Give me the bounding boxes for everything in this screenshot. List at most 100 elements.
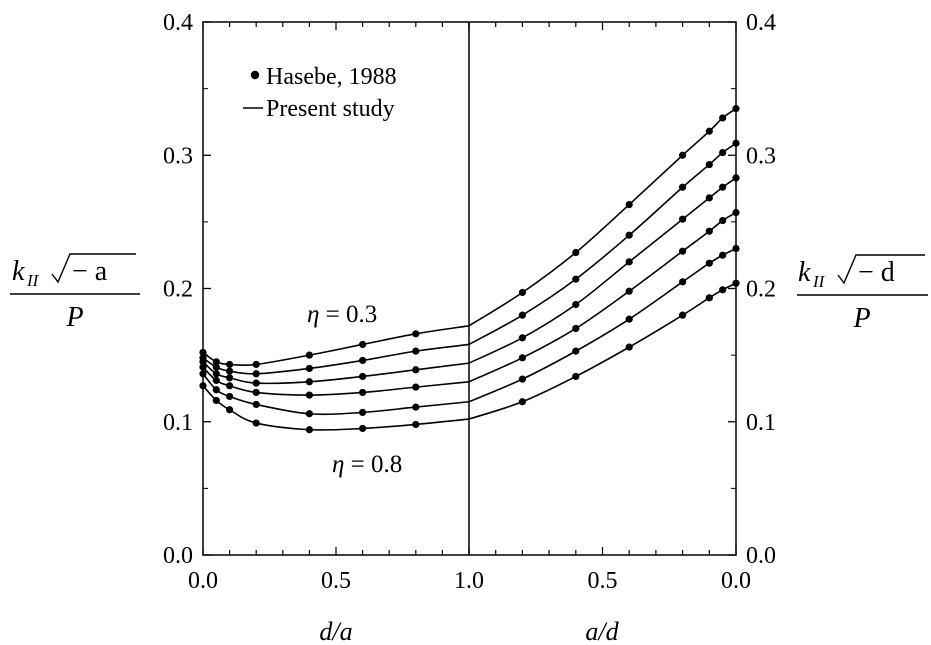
- data-point: [625, 200, 633, 209]
- data-point: [305, 364, 313, 373]
- data-point: [719, 286, 727, 294]
- data-point: [518, 398, 527, 406]
- x-tick-label-left: 0.0: [188, 568, 218, 594]
- x-axis-label-right: a/d: [585, 617, 619, 645]
- data-point: [625, 315, 633, 323]
- series-line-right-4: [468, 247, 737, 403]
- data-point: [705, 194, 713, 202]
- y-tick-label-right: 0.4: [746, 10, 776, 36]
- data-point: [518, 288, 527, 297]
- x-tick-label-divider: 1.0: [454, 568, 484, 594]
- series-line-right-1: [468, 142, 737, 346]
- data-point: [412, 330, 420, 338]
- data-point: [226, 367, 234, 375]
- data-point: [518, 334, 527, 342]
- data-point: [732, 208, 740, 217]
- data-point: [572, 372, 580, 381]
- data-point: [679, 278, 687, 286]
- legend-points-label: Hasebe, 1988: [266, 64, 397, 90]
- data-point: [679, 151, 687, 159]
- data-point: [226, 406, 234, 414]
- y-label-right-sub: II: [812, 272, 826, 291]
- data-point: [305, 378, 313, 386]
- legend-marker: [250, 70, 260, 80]
- series-line-left-1: [202, 343, 470, 375]
- data-point: [732, 105, 740, 113]
- data-point: [679, 311, 687, 319]
- data-point: [572, 324, 580, 333]
- data-point: [252, 379, 260, 387]
- data-point: [359, 356, 367, 365]
- data-point: [252, 419, 260, 427]
- data-point: [705, 294, 713, 302]
- data-point: [212, 376, 220, 385]
- data-point: [572, 248, 580, 257]
- data-point: [412, 347, 420, 355]
- y-label-left-k: k: [12, 256, 25, 287]
- y-axis-label-left: k II − a P: [10, 253, 140, 333]
- data-point: [732, 139, 740, 147]
- data-point: [359, 408, 367, 417]
- y-tick-label-left: 0.2: [163, 277, 193, 303]
- data-point: [305, 426, 313, 434]
- annotation-eta-top-value: = 0.3: [319, 301, 377, 328]
- x-tick-label-left: 0.5: [321, 568, 351, 594]
- data-point: [625, 231, 633, 239]
- data-point: [572, 275, 580, 283]
- data-point: [705, 160, 713, 169]
- data-point: [518, 375, 527, 383]
- annotation-eta-bottom-symbol: η: [332, 451, 344, 478]
- series-line-left-0: [202, 325, 470, 367]
- data-point: [199, 370, 207, 378]
- y-tick-label-right: 0.2: [746, 277, 776, 303]
- data-point: [732, 174, 740, 182]
- data-point: [305, 391, 313, 399]
- data-point: [719, 251, 727, 259]
- data-point: [199, 382, 207, 390]
- data-point: [412, 420, 420, 429]
- y-label-left-den: P: [65, 302, 83, 333]
- y-tick-label-right: 0.3: [746, 143, 776, 169]
- data-point: [359, 424, 367, 433]
- series-line-right-3: [468, 211, 737, 383]
- y-label-right-den: P: [852, 303, 870, 334]
- annotation-eta-bottom-value: = 0.8: [344, 451, 402, 478]
- data-point: [679, 247, 687, 255]
- data-point: [518, 311, 527, 319]
- series-line-right-0: [468, 107, 737, 327]
- y-tick-label-left: 0.1: [163, 410, 193, 436]
- y-label-right-rad: − d: [858, 257, 895, 288]
- data-point: [252, 370, 260, 378]
- y-label-left-radical: [51, 253, 136, 284]
- data-point: [305, 351, 313, 359]
- data-point: [252, 360, 260, 369]
- data-point: [252, 400, 260, 409]
- y-label-right-radical: [837, 254, 925, 285]
- data-point: [226, 382, 234, 390]
- data-point: [719, 114, 727, 122]
- data-point: [518, 354, 527, 362]
- data-point: [679, 215, 687, 223]
- data-point: [226, 392, 234, 401]
- y-label-left-rad: − a: [72, 256, 108, 287]
- y-tick-label-left: 0.4: [163, 10, 193, 36]
- y-tick-label-left: 0.0: [163, 543, 193, 569]
- data-point: [705, 259, 713, 267]
- y-label-left-sub: II: [26, 271, 40, 290]
- data-point: [732, 244, 740, 253]
- data-point: [305, 410, 313, 418]
- data-point: [625, 343, 633, 351]
- data-point: [212, 396, 220, 405]
- data-point: [412, 403, 420, 411]
- data-point: [705, 227, 713, 235]
- data-point: [226, 360, 234, 369]
- annotation-eta-top-symbol: η: [307, 301, 319, 328]
- data-point: [572, 347, 580, 355]
- data-point: [572, 300, 580, 309]
- data-point: [705, 127, 713, 135]
- data-point: [359, 388, 367, 397]
- x-tick-label-right: 0.0: [721, 568, 751, 594]
- x-axis-label-left: d/a: [319, 617, 352, 645]
- y-tick-label-right: 0.1: [746, 410, 776, 436]
